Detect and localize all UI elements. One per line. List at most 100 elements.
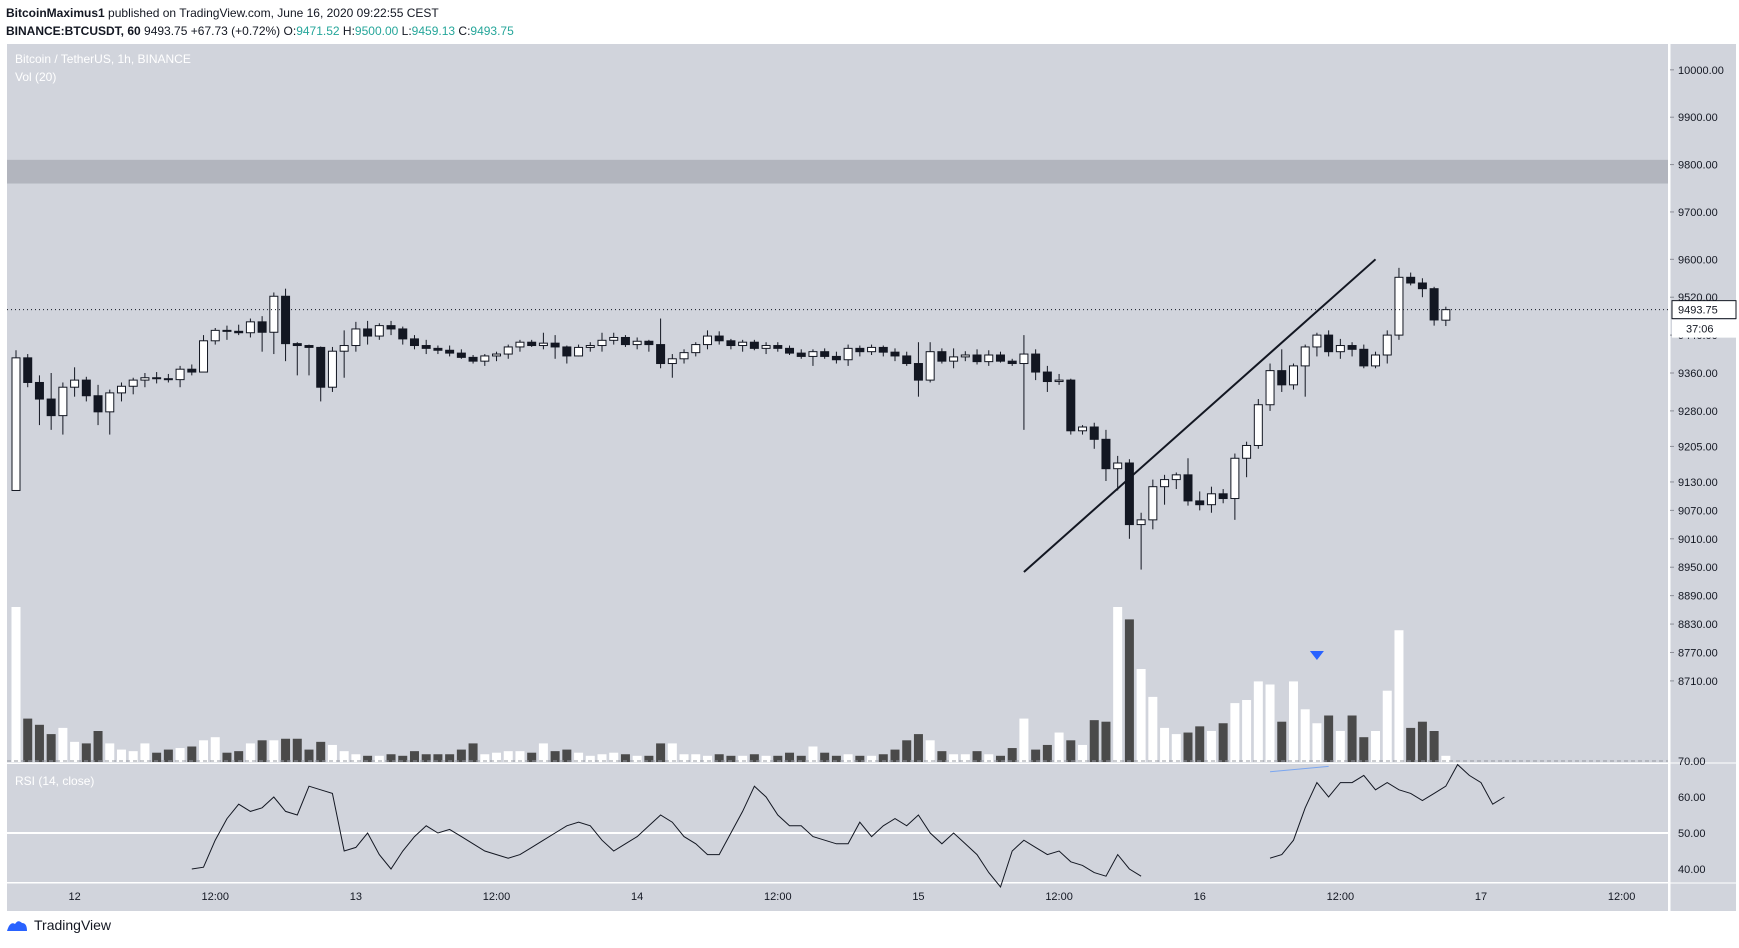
candle-body[interactable] <box>1101 438 1111 470</box>
candle-body[interactable] <box>339 345 349 352</box>
candle-body[interactable] <box>1124 462 1134 526</box>
candle-body[interactable] <box>726 340 736 347</box>
candle-body[interactable] <box>855 347 865 353</box>
candle-body[interactable] <box>574 346 584 357</box>
candle-body[interactable] <box>1441 309 1451 321</box>
candle-body[interactable] <box>773 345 783 349</box>
candle-body[interactable] <box>691 344 701 354</box>
candle-body[interactable] <box>1089 426 1099 440</box>
candle-body[interactable] <box>70 379 80 388</box>
candle-body[interactable] <box>351 328 361 347</box>
candle-body[interactable] <box>785 347 795 354</box>
candle-body[interactable] <box>925 351 935 381</box>
candle-body[interactable] <box>116 385 126 394</box>
candle-body[interactable] <box>656 344 666 365</box>
candle-body[interactable] <box>714 335 724 342</box>
candle-body[interactable] <box>1054 379 1064 383</box>
candle-body[interactable] <box>1371 354 1381 367</box>
candle-body[interactable] <box>468 356 478 362</box>
candle-body[interactable] <box>1195 500 1205 506</box>
candle-body[interactable] <box>738 341 748 347</box>
candle-body[interactable] <box>199 340 209 373</box>
candle-body[interactable] <box>585 345 595 348</box>
candle-body[interactable] <box>1359 348 1369 367</box>
candle-body[interactable] <box>1230 457 1240 500</box>
tradingview-footer[interactable]: TradingView <box>6 917 111 933</box>
candle-body[interactable] <box>93 395 103 413</box>
candle-body[interactable] <box>245 321 255 334</box>
candle-body[interactable] <box>972 354 982 363</box>
candle-body[interactable] <box>327 350 337 388</box>
candle-body[interactable] <box>831 355 841 361</box>
candle-body[interactable] <box>761 345 771 349</box>
candle-body[interactable] <box>1171 474 1181 481</box>
candle-body[interactable] <box>1300 346 1310 367</box>
candle-body[interactable] <box>386 325 396 330</box>
candle-body[interactable] <box>667 358 677 365</box>
candle-body[interactable] <box>702 335 712 346</box>
candle-body[interactable] <box>152 377 162 380</box>
candle-body[interactable] <box>597 339 607 347</box>
candle-body[interactable] <box>1417 282 1427 290</box>
candle-body[interactable] <box>187 368 197 373</box>
candle-body[interactable] <box>902 355 912 365</box>
candle-body[interactable] <box>304 345 314 348</box>
candle-body[interactable] <box>1066 379 1076 432</box>
candle-body[interactable] <box>1160 479 1170 488</box>
candle-body[interactable] <box>11 357 21 491</box>
candle-body[interactable] <box>398 328 408 340</box>
candle-body[interactable] <box>1324 334 1334 353</box>
candle-body[interactable] <box>937 351 947 362</box>
candle-body[interactable] <box>1078 426 1088 432</box>
candle-body[interactable] <box>995 354 1005 362</box>
candle-body[interactable] <box>878 346 888 353</box>
candle-body[interactable] <box>1031 353 1041 373</box>
candle-body[interactable] <box>1183 474 1193 502</box>
candle-body[interactable] <box>480 355 490 362</box>
candle-body[interactable] <box>128 379 138 387</box>
candle-body[interactable] <box>1406 276 1416 284</box>
candle-body[interactable] <box>210 329 220 342</box>
candle-body[interactable] <box>363 328 373 337</box>
rsi-pane[interactable] <box>7 764 1668 882</box>
candle-body[interactable] <box>105 392 115 413</box>
candle-body[interactable] <box>960 354 970 358</box>
candle-body[interactable] <box>292 343 302 347</box>
candle-body[interactable] <box>1242 444 1252 459</box>
candle-body[interactable] <box>1007 360 1017 365</box>
candle-body[interactable] <box>1113 462 1123 470</box>
candle-body[interactable] <box>1265 370 1275 406</box>
candle-body[interactable] <box>421 345 431 349</box>
candle-body[interactable] <box>913 363 923 381</box>
support-trendline[interactable] <box>1023 258 1377 573</box>
candle-body[interactable] <box>409 338 419 347</box>
candle-body[interactable] <box>81 379 91 397</box>
candle-body[interactable] <box>1277 370 1287 386</box>
candle-body[interactable] <box>1218 493 1228 500</box>
candle-body[interactable] <box>1394 276 1404 336</box>
candle-body[interactable] <box>820 351 830 357</box>
candle-body[interactable] <box>222 329 232 332</box>
candle-body[interactable] <box>1206 493 1216 506</box>
price-pane[interactable] <box>7 44 1668 763</box>
candle-body[interactable] <box>140 377 150 381</box>
candle-body[interactable] <box>1335 345 1345 353</box>
candle-body[interactable] <box>984 354 994 363</box>
candle-body[interactable] <box>445 349 455 354</box>
candle-body[interactable] <box>538 342 548 347</box>
candle-body[interactable] <box>456 352 466 358</box>
candle-body[interactable] <box>503 346 513 355</box>
candle-body[interactable] <box>1253 404 1263 446</box>
candle-body[interactable] <box>620 336 630 346</box>
candle-body[interactable] <box>34 381 44 400</box>
candle-body[interactable] <box>843 347 853 361</box>
candle-body[interactable] <box>527 341 537 347</box>
candle-body[interactable] <box>867 346 877 353</box>
candle-body[interactable] <box>1312 334 1322 348</box>
candle-body[interactable] <box>1347 345 1357 350</box>
candle-body[interactable] <box>281 295 291 345</box>
candle-body[interactable] <box>257 321 267 333</box>
candle-body[interactable] <box>374 325 384 337</box>
candle-body[interactable] <box>316 346 326 388</box>
candle-body[interactable] <box>644 340 654 346</box>
